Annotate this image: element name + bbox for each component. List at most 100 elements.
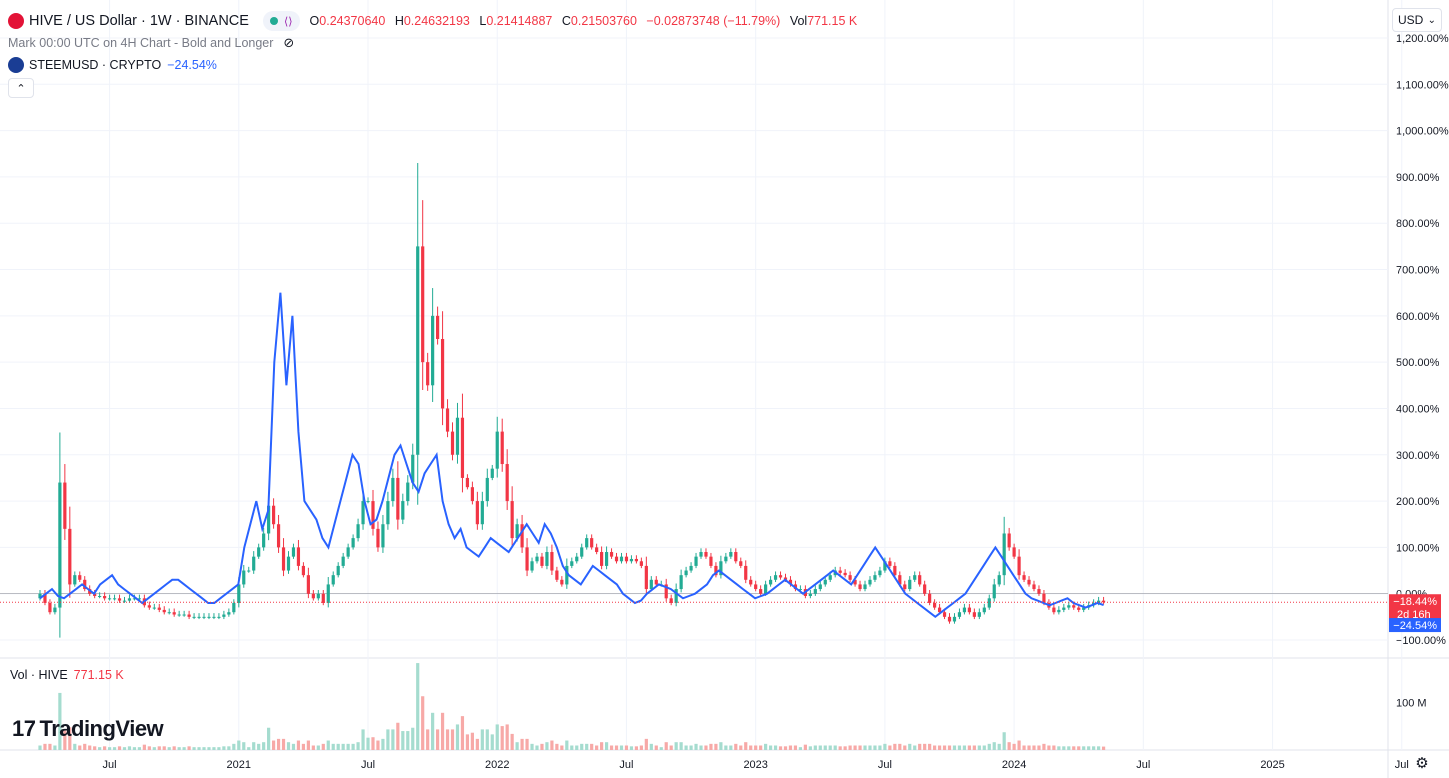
candle-body [247, 570, 251, 572]
volume-tick-label: 100 M [1396, 698, 1427, 710]
candle-body [704, 552, 708, 557]
candle-body [1012, 547, 1016, 557]
chart-legend: HIVE / US Dollar · 1W · BINANCE ⟨⟩ O0.24… [8, 10, 863, 98]
volume-bar [813, 745, 817, 750]
volume-bar [440, 712, 445, 750]
candle-body [540, 556, 544, 566]
volume-bar [833, 745, 837, 750]
candle-body [336, 565, 340, 576]
volume-bar [346, 743, 350, 750]
candle-body [177, 614, 181, 616]
volume-bar [63, 730, 67, 750]
volume-bar [103, 746, 107, 750]
volume-bar [58, 692, 62, 750]
volume-legend: Vol · HIVE 771.15 K [10, 668, 124, 682]
tradingview-mark-icon: 17 [12, 716, 36, 741]
volume-bar [1052, 745, 1056, 750]
candle-body [371, 501, 375, 529]
volume-bar [222, 746, 226, 750]
volume-bar [445, 729, 450, 750]
compare-symbol[interactable]: STEEMUSD · CRYPTO [29, 58, 162, 72]
candle-body [480, 501, 484, 525]
candle-body [838, 570, 842, 573]
volume-bar [162, 746, 166, 750]
volume-bar [828, 745, 832, 750]
candle-body [38, 593, 42, 599]
volume-bar [48, 743, 52, 750]
volume-bar [217, 747, 221, 750]
y-tick-label: 1,000.00% [1396, 126, 1449, 138]
candle-body [933, 602, 937, 608]
volume-bar [823, 745, 827, 750]
volume-bar [182, 747, 186, 750]
candle-body [232, 602, 236, 613]
candle-body [883, 561, 887, 571]
candle-body [1007, 533, 1011, 548]
volume-bar [888, 745, 892, 750]
volume-bar [321, 743, 325, 750]
volume-bar [450, 729, 455, 750]
currency-label: USD [1398, 13, 1424, 27]
volume-bar [739, 745, 743, 750]
volume-bar [565, 740, 569, 750]
candle-body [928, 593, 932, 603]
close-value: 0.21503760 [570, 14, 637, 28]
volume-bar [803, 744, 807, 750]
tradingview-logo[interactable]: 17 TradingView [12, 716, 164, 742]
x-tick-label: 2025 [1260, 759, 1284, 771]
volume-bar [1047, 745, 1051, 750]
volume-bar [306, 740, 310, 750]
volume-bar [1012, 743, 1016, 750]
candle-body [212, 616, 216, 618]
currency-button[interactable]: USD ⌄ [1392, 8, 1442, 32]
settings-gear-icon[interactable]: ⚙ [1415, 755, 1429, 772]
candle-body [147, 605, 151, 608]
y-tick-label: 1,100.00% [1396, 79, 1449, 91]
candle-body [609, 552, 614, 557]
volume-bar [98, 747, 102, 750]
volume-bar [316, 745, 320, 750]
volume-bar [788, 745, 793, 750]
candle-body [585, 538, 589, 548]
candle-body [649, 579, 653, 590]
volume-bar [331, 743, 335, 750]
candle-body [918, 575, 922, 585]
volume-bar [1087, 746, 1091, 750]
volume-bar [142, 744, 146, 750]
y-tick-label: 900.00% [1396, 172, 1440, 184]
volume-bar [152, 747, 156, 750]
candle-body [550, 552, 554, 571]
volume-bar [500, 726, 504, 750]
collapse-legend-button[interactable]: ⌃ [8, 78, 34, 98]
candle-body [848, 575, 852, 580]
volume-bar [455, 724, 460, 750]
candle-body [1077, 607, 1081, 610]
volume-bar [590, 743, 594, 750]
candle-body [699, 552, 703, 557]
candle-body [744, 565, 748, 580]
candle-body [356, 524, 360, 539]
volume-bar [530, 743, 534, 750]
candle-body [152, 607, 156, 609]
volume-bar [997, 743, 1001, 750]
volume-bar [1017, 740, 1021, 750]
volume-bar [1042, 743, 1046, 750]
candle-body [898, 575, 902, 585]
tradingview-wordmark: TradingView [39, 716, 164, 741]
volume-bar [585, 743, 589, 750]
eye-hidden-icon[interactable]: ⊘ [283, 35, 295, 50]
volume-bar [271, 740, 276, 750]
volume-bar [843, 746, 847, 750]
x-tick-label: Jul [878, 759, 892, 771]
y-tick-label: 400.00% [1396, 403, 1440, 415]
status-pill[interactable]: ⟨⟩ [262, 11, 300, 31]
symbol-title[interactable]: HIVE / US Dollar · 1W · BINANCE [29, 13, 249, 29]
candle-body [416, 246, 420, 455]
volume-bar [411, 727, 415, 750]
candle-body [460, 417, 465, 478]
volume-bar [689, 745, 693, 750]
volume-bar [1037, 745, 1041, 750]
volume-bar [361, 729, 365, 750]
candle-body [823, 579, 827, 585]
